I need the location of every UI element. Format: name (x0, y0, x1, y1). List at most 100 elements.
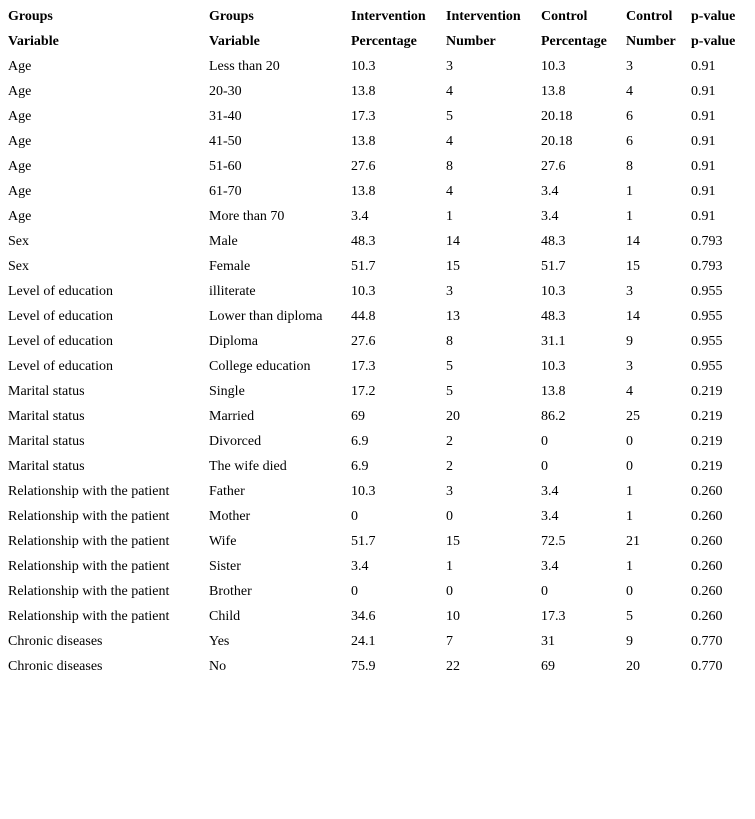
table-cell: 0.770 (691, 634, 723, 649)
table-cell: 2 (446, 434, 453, 449)
table-cell: Relationship with the patient (8, 484, 170, 499)
table-cell: 17.3 (351, 109, 376, 124)
table-cell: Father (209, 484, 245, 499)
table-cell: 8 (626, 159, 633, 174)
table-cell: 31 (541, 634, 555, 649)
table-cell: 13.8 (351, 84, 376, 99)
table-cell: 6.9 (351, 459, 369, 474)
table-cell: 15 (446, 259, 460, 274)
table-cell: 14 (626, 309, 640, 324)
table-cell: 15 (626, 259, 640, 274)
table-cell: 0.793 (691, 259, 723, 274)
table-cell: 4 (446, 134, 453, 149)
table-cell: Age (8, 209, 32, 224)
table-cell: 72.5 (541, 534, 566, 549)
table-cell: 0 (351, 584, 358, 599)
table-cell: Level of education (8, 284, 113, 299)
table-cell: 0 (626, 584, 633, 599)
header-cell: Percentage (541, 34, 607, 49)
table-cell: Single (209, 384, 245, 399)
table-cell: 5 (446, 109, 453, 124)
table-cell: 3.4 (541, 509, 559, 524)
table-cell: No (209, 659, 227, 674)
table-cell: 13.8 (351, 134, 376, 149)
table-cell: 0.219 (691, 434, 723, 449)
table-cell: 20 (446, 409, 460, 424)
table-cell: 14 (626, 234, 640, 249)
table-cell: 27.6 (541, 159, 566, 174)
table-cell: 10.3 (541, 359, 566, 374)
table-cell: 3 (446, 59, 453, 74)
table-cell: Relationship with the patient (8, 509, 170, 524)
table-cell: 0 (626, 459, 633, 474)
table-cell: 0 (541, 434, 548, 449)
table-cell: 15 (446, 534, 460, 549)
table-cell: 13.8 (541, 84, 566, 99)
table-cell: 3.4 (351, 559, 369, 574)
table-cell: 0.219 (691, 459, 723, 474)
header-cell: Control (541, 9, 588, 24)
table-cell: Relationship with the patient (8, 584, 170, 599)
table-cell: 61-70 (209, 184, 242, 199)
table-cell: Yes (209, 634, 230, 649)
header-cell: Variable (209, 34, 260, 49)
table-cell: 13.8 (541, 384, 566, 399)
table-cell: Age (8, 184, 32, 199)
table-cell: 4 (446, 184, 453, 199)
table-cell: 0.91 (691, 159, 716, 174)
table-cell: Male (209, 234, 238, 249)
table-cell: Age (8, 84, 32, 99)
table-cell: 9 (626, 334, 633, 349)
table-cell: 20 (626, 659, 640, 674)
header-cell: Groups (209, 9, 254, 24)
table-cell: 17.3 (541, 609, 566, 624)
table-cell: Level of education (8, 334, 113, 349)
header-cell: Percentage (351, 34, 417, 49)
table-cell: More than 70 (209, 209, 285, 224)
header-cell: Intervention (351, 9, 426, 24)
table-cell: 6.9 (351, 434, 369, 449)
table-cell: 10.3 (541, 59, 566, 74)
table-cell: 86.2 (541, 409, 566, 424)
table-cell: 3.4 (541, 559, 559, 574)
table-cell: 10 (446, 609, 460, 624)
table-cell: 1 (446, 559, 453, 574)
table-cell: 3.4 (541, 484, 559, 499)
table-cell: Sex (8, 259, 29, 274)
table-cell: 0.260 (691, 559, 723, 574)
table-cell: 0.955 (691, 284, 723, 299)
table-cell: 0.793 (691, 234, 723, 249)
table-cell: 20.18 (541, 134, 573, 149)
table-cell: 44.8 (351, 309, 376, 324)
table-cell: 0.219 (691, 409, 723, 424)
table-cell: 3 (446, 484, 453, 499)
table-cell: 20.18 (541, 109, 573, 124)
table-cell: 31-40 (209, 109, 242, 124)
table-cell: Sex (8, 234, 29, 249)
table-cell: Level of education (8, 309, 113, 324)
table-cell: 69 (541, 659, 555, 674)
table-cell: 0 (541, 459, 548, 474)
table-cell: 1 (626, 209, 633, 224)
table-cell: Age (8, 134, 32, 149)
table-cell: 0.260 (691, 534, 723, 549)
table-cell: 51-60 (209, 159, 242, 174)
header-cell: Intervention (446, 9, 521, 24)
table-cell: 6 (626, 134, 633, 149)
table-cell: 3.4 (351, 209, 369, 224)
table-cell: Diploma (209, 334, 258, 349)
table-cell: Level of education (8, 359, 113, 374)
table-cell: 3 (626, 284, 633, 299)
table-cell: 0 (446, 584, 453, 599)
table-cell: 34.6 (351, 609, 376, 624)
table-cell: 24.1 (351, 634, 376, 649)
table-cell: Sister (209, 559, 241, 574)
header-cell: Number (446, 34, 496, 49)
table-cell: 3 (626, 359, 633, 374)
table-cell: 7 (446, 634, 453, 649)
table-cell: 41-50 (209, 134, 242, 149)
table-cell: 48.3 (541, 309, 566, 324)
table-cell: 9 (626, 634, 633, 649)
table-cell: Relationship with the patient (8, 609, 170, 624)
